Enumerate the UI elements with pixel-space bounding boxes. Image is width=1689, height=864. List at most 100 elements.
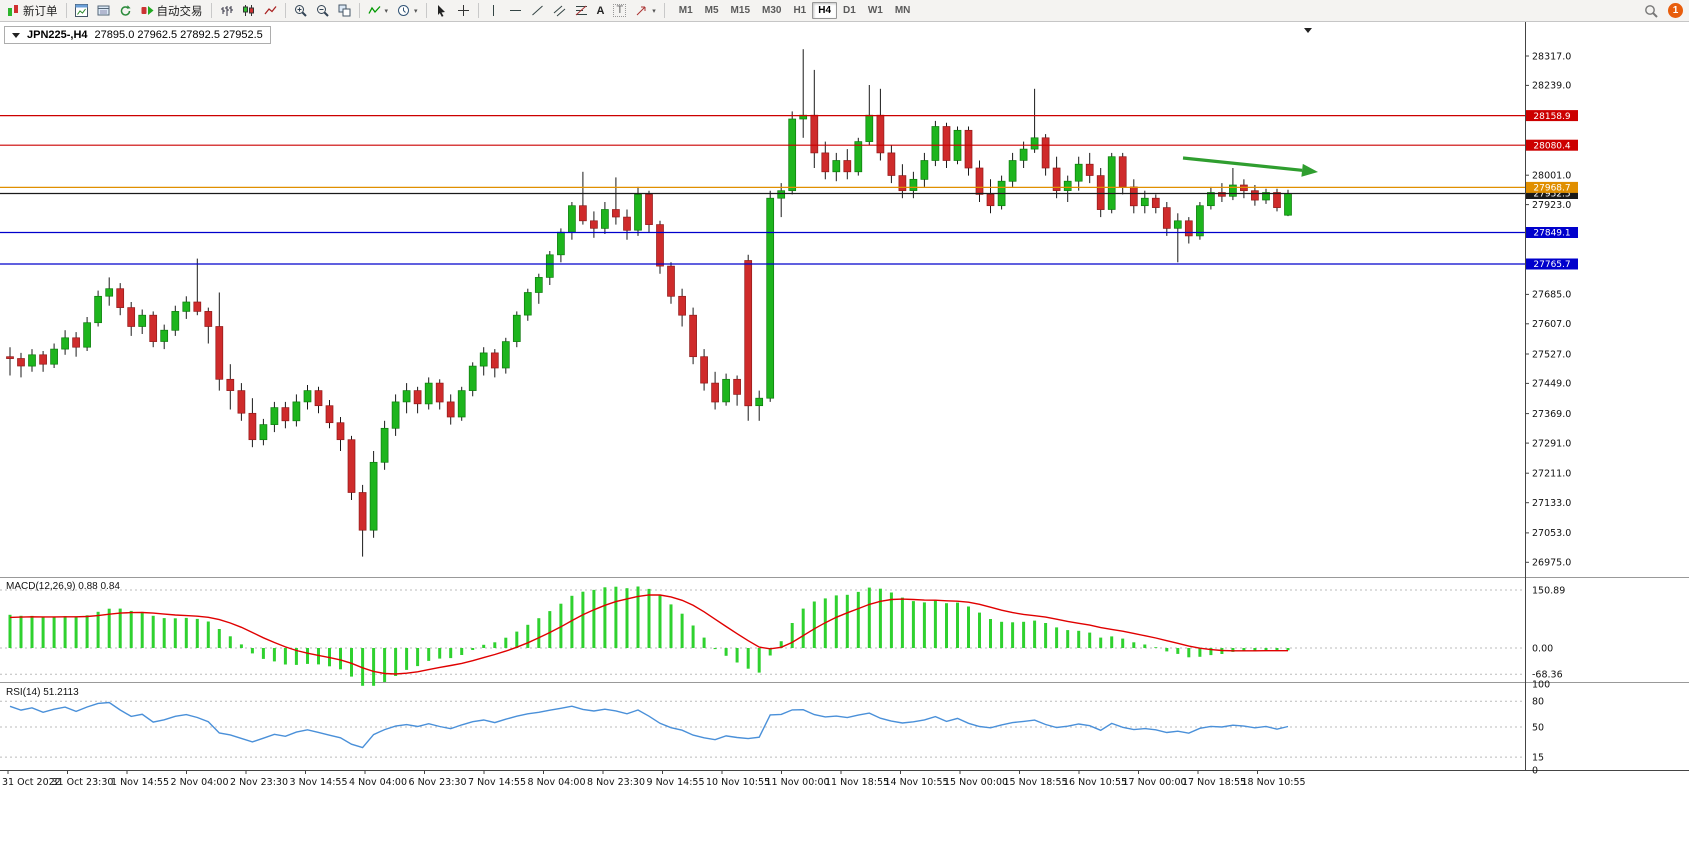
chart-window-area: 28317.0 28239.0 28001.0 27923.0 27685.0 27607… [0,22,1689,864]
separator [477,3,479,18]
svg-text:16 Nov 10:55: 16 Nov 10:55 [1063,777,1127,788]
svg-text:28080.4: 28080.4 [1533,141,1570,151]
new-chart-button[interactable] [71,1,92,20]
rsi-line [9,701,1289,749]
svg-text:14 Nov 10:55: 14 Nov 10:55 [885,777,949,788]
svg-text:50: 50 [1532,722,1544,733]
indicators-button[interactable]: ▾ [364,1,393,20]
line-chart-icon [263,6,277,15]
macd-signal-line [9,594,1288,675]
svg-text:11 Nov 00:00: 11 Nov 00:00 [766,777,830,788]
svg-text:150.89: 150.89 [1532,585,1565,596]
svg-text:1 Nov 14:55: 1 Nov 14:55 [111,777,169,788]
tile-windows-icon [338,4,350,17]
notification-badge[interactable]: 1 [1668,3,1683,18]
svg-text:31 Oct 23:30: 31 Oct 23:30 [52,777,114,788]
svg-text:17 Nov 00:00: 17 Nov 00:00 [1123,777,1187,788]
panel-separators[interactable] [0,577,1689,683]
svg-text:9 Nov 14:55: 9 Nov 14:55 [647,777,705,788]
zoom-in-icon [294,5,307,17]
tf-M5-button[interactable]: M5 [699,2,725,19]
tf-M30-button[interactable]: M30 [756,2,787,19]
macd-label: MACD(12,26,9) 0.88 0.84 [6,581,120,592]
auto-trading-label: 自动交易 [156,5,203,18]
periods-button[interactable]: ▾ [393,1,422,20]
svg-text:11 Nov 18:55: 11 Nov 18:55 [825,777,889,788]
crosshair-button[interactable] [453,1,474,20]
toolbar-right-group: 1 [1640,1,1686,20]
tf-H1-button[interactable]: H1 [787,2,812,19]
svg-text:18 Nov 10:55: 18 Nov 10:55 [1242,777,1306,788]
arrows-tool-button[interactable]: ▾ [631,1,660,20]
svg-text:8 Nov 23:30: 8 Nov 23:30 [587,777,645,788]
profiles-button[interactable] [93,1,114,20]
svg-text:27449.0: 27449.0 [1532,379,1571,390]
tf-H4-button[interactable]: H4 [812,2,838,19]
channel-icon [553,5,565,17]
svg-text:2 Nov 23:30: 2 Nov 23:30 [230,777,288,788]
svg-text:3 Nov 14:55: 3 Nov 14:55 [290,777,348,788]
bar-chart-button[interactable] [216,1,237,20]
main-toolbar: 新订单 自动交易 [0,0,1689,22]
search-icon [1645,4,1658,18]
separator [284,3,286,18]
tf-M1-button[interactable]: M1 [673,2,699,19]
fibonacci-tool-button[interactable] [571,1,592,20]
zoom-out-button[interactable] [312,1,333,20]
trendline-icon [531,5,543,16]
vertical-line-icon [492,5,494,16]
svg-text:4 Nov 04:00: 4 Nov 04:00 [349,777,407,788]
svg-text:8 Nov 04:00: 8 Nov 04:00 [528,777,586,788]
new-order-icon [8,5,18,16]
new-order-label: 新订单 [23,5,58,18]
cursor-button[interactable] [431,1,452,20]
svg-text:27685.0: 27685.0 [1532,290,1571,301]
rsi-scale: 100 80 50 15 0 [0,679,1550,776]
svg-text:26975.0: 26975.0 [1532,558,1571,569]
chart-canvas[interactable]: 28317.0 28239.0 28001.0 27923.0 27685.0 27607… [0,22,1689,800]
line-chart-button[interactable] [260,1,281,20]
chart-menu-arrow-icon[interactable] [1304,28,1312,33]
candle-chart-button[interactable] [238,1,259,20]
zoom-in-button[interactable] [290,1,311,20]
channel-tool-button[interactable] [549,1,570,20]
bar-chart-icon [220,6,233,16]
tf-M15-button[interactable]: M15 [725,2,756,19]
auto-trading-button[interactable]: 自动交易 [137,1,207,20]
macd-histogram [8,586,1290,686]
search-button[interactable] [1640,1,1662,20]
label-tool-icon: T [613,4,627,17]
svg-text:10 Nov 10:55: 10 Nov 10:55 [706,777,770,788]
chart-header[interactable]: JPN225-,H4 27895.0 27962.5 27892.5 27952… [4,26,271,44]
new-order-button[interactable]: 新订单 [3,1,62,20]
tile-windows-button[interactable] [334,1,355,20]
svg-text:27369.0: 27369.0 [1532,409,1571,420]
horizontal-line-tool-button[interactable] [505,1,526,20]
tf-MN-button[interactable]: MN [889,2,917,19]
svg-text:15 Nov 00:00: 15 Nov 00:00 [944,777,1008,788]
macd-values: 0.88 0.84 [78,581,120,592]
svg-text:17 Nov 18:55: 17 Nov 18:55 [1182,777,1246,788]
tf-W1-button[interactable]: W1 [862,2,889,19]
svg-text:27053.0: 27053.0 [1532,528,1571,539]
cursor-icon [437,5,445,17]
label-tool-button[interactable]: T [609,1,630,20]
timeframe-buttons: M1 M5 M15 M30 H1 H4 D1 W1 MN [673,2,917,19]
refresh-button[interactable] [115,1,136,20]
trendline-tool-button[interactable] [527,1,548,20]
trend-arrow-annotation[interactable] [1182,156,1318,177]
horizontal-level-lines[interactable] [0,114,1525,265]
svg-text:27527.0: 27527.0 [1532,349,1571,360]
vertical-line-tool-button[interactable] [483,1,504,20]
tf-D1-button[interactable]: D1 [837,2,862,19]
text-tool-button[interactable]: A [593,1,609,20]
svg-text:27952.5: 27952.5 [1533,190,1570,200]
chevron-down-icon: ▾ [384,7,389,15]
svg-text:28317.0: 28317.0 [1532,51,1571,62]
price-axis-labels[interactable]: 28317.0 28239.0 28001.0 27923.0 27685.0 27607… [1525,51,1571,569]
svg-text:-68.36: -68.36 [1532,670,1563,681]
svg-text:0.00: 0.00 [1532,643,1553,654]
profiles-icon [97,5,109,16]
